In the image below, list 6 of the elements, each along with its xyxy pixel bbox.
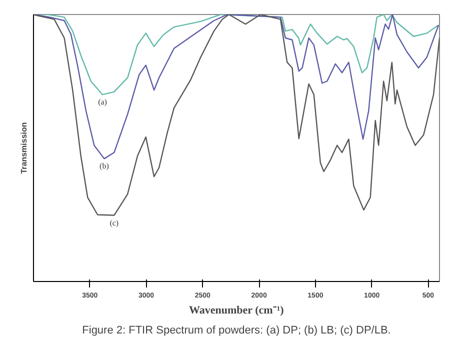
x-axis-title: Wavenumber (cm⁻¹): [189, 304, 284, 316]
annotation: (a): [98, 98, 108, 107]
y-axis-title: Transmission: [20, 122, 28, 174]
annotation: (b): [100, 162, 110, 171]
annotation: (c): [110, 218, 119, 228]
caption: Figure 2: FTIR Spectrum of powders: (a) DP; (b) LB; (c) DP/LB.: [82, 324, 391, 336]
